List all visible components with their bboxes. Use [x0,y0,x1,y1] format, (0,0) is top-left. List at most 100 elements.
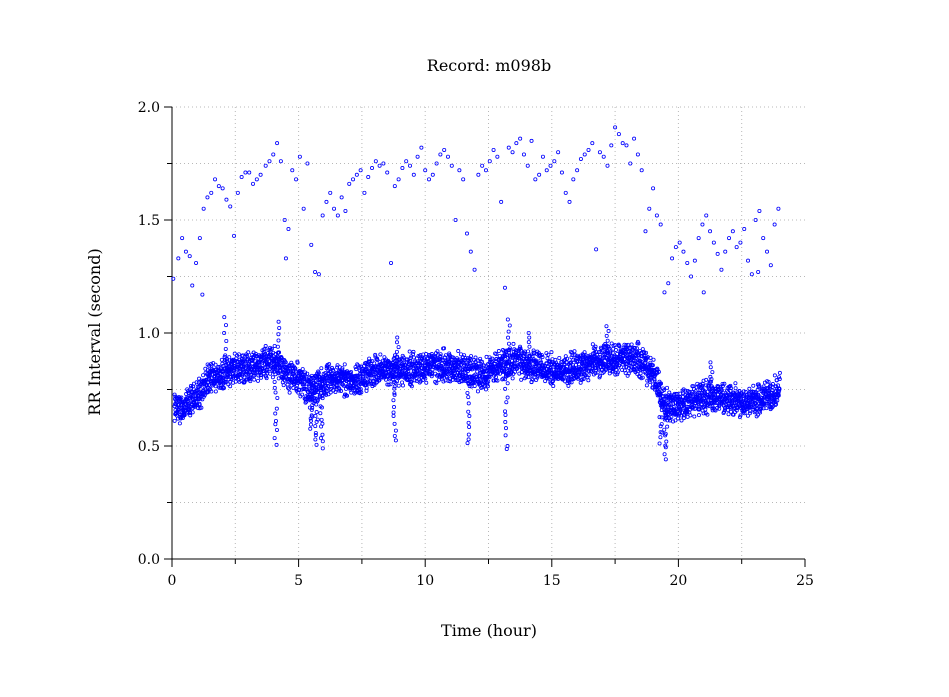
data-point [542,366,547,371]
data-point [554,360,559,365]
data-point [242,359,247,364]
data-point [408,358,413,363]
data-point [613,372,618,377]
data-point [430,172,435,177]
data-point [359,390,364,395]
data-point [666,281,671,286]
data-point [660,430,665,435]
data-point [567,199,572,204]
data-point [570,353,575,358]
data-point [651,357,656,362]
data-point [319,385,324,390]
data-point [247,170,252,175]
data-point [320,446,325,451]
data-point [354,367,359,372]
data-point [527,358,532,363]
data-point [305,371,310,376]
data-point [503,412,508,417]
data-point [377,163,382,168]
data-point [392,391,397,396]
data-point [232,351,237,356]
data-point [699,397,704,402]
data-point [506,335,511,340]
data-point [551,384,556,389]
data-point [738,240,743,245]
data-point [457,168,462,173]
data-point [728,386,733,391]
data-point [757,208,762,213]
data-point [529,138,534,143]
data-point [252,377,257,382]
data-point [302,374,307,379]
data-point [287,390,292,395]
data-point [485,384,490,389]
data-point [187,254,192,259]
data-point [194,260,199,265]
data-point [302,372,307,377]
data-point [254,177,259,182]
data-point [751,383,756,388]
data-point [510,150,515,155]
data-point [548,163,553,168]
data-point [583,372,588,377]
data-point [689,394,694,399]
data-point [696,406,701,411]
data-point [503,386,508,391]
data-point [664,413,669,418]
data-point [692,406,697,411]
data-point [552,159,557,164]
data-point [613,125,618,130]
data-point [239,175,244,180]
y-tick-label: 0.0 [138,552,160,568]
data-point [597,150,602,155]
data-point [654,213,659,218]
data-point [217,385,222,390]
data-point [502,285,507,290]
data-point [276,338,281,343]
data-point [659,422,664,427]
data-point [662,388,667,393]
data-point [772,222,777,227]
data-point [319,384,324,389]
data-point [745,413,750,418]
data-point [366,362,371,367]
data-point [688,413,693,418]
data-point [238,368,243,373]
data-point [235,190,240,195]
data-point [710,370,715,375]
data-point [564,364,569,369]
data-point [263,346,268,351]
data-point [465,390,470,395]
data-point [757,383,762,388]
data-point [718,388,723,393]
data-point [464,371,469,376]
data-point [770,388,775,393]
data-point [315,399,320,404]
data-point [273,422,278,427]
data-point [704,377,709,382]
data-point [401,362,406,367]
data-point [606,353,611,358]
data-point [444,374,449,379]
data-point [487,359,492,364]
data-point [361,376,366,381]
data-point [290,168,295,173]
data-point [669,415,674,420]
data-point [216,365,221,370]
grid-lines [172,106,805,559]
data-point [512,369,517,374]
data-point [411,172,416,177]
data-point [709,394,714,399]
data-point [712,401,717,406]
data-point [664,439,669,444]
data-point [343,208,348,213]
data-point [505,395,510,400]
data-point [572,349,577,354]
data-point [663,457,668,462]
data-point [347,181,352,186]
data-point [442,346,447,351]
data-point [281,383,286,388]
data-point [313,424,318,429]
data-point [644,383,649,388]
data-point [310,403,315,408]
